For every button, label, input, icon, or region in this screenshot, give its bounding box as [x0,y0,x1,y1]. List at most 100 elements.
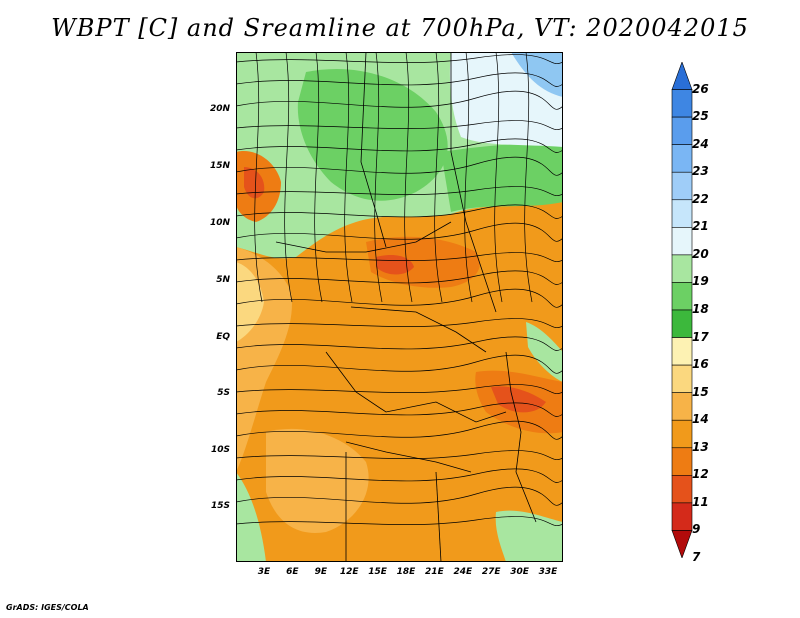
credit-text: GrADS: IGES/COLA [6,603,89,612]
country-borders [275,52,537,562]
streamline [404,52,413,303]
colorbar-label-24: 24 [692,136,709,151]
colorbar-swatch-14 [671,392,693,421]
streamline [236,486,563,506]
streamline [314,52,323,303]
streamline [236,270,563,285]
streamline [236,252,563,262]
colorbar-swatch-19 [671,254,693,283]
colorbar-swatch-20 [671,227,693,256]
colorbar-label-25: 25 [692,109,709,124]
lon-label-9e: 9E [314,567,327,577]
colorbar-swatch-16 [671,337,693,366]
border-line [350,306,487,353]
colorbar-label-15: 15 [692,384,709,399]
lon-label-18e: 18E [396,567,416,577]
lat-label-5s: 5S [217,388,230,398]
colorbar-swatch-7 [671,530,693,558]
lat-label-10n: 10N [209,218,230,228]
lat-label-15s: 15S [210,501,230,511]
lon-label-33e: 33E [538,567,558,577]
streamline [374,52,383,303]
streamline [236,354,563,374]
streamline [236,222,563,242]
streamline [464,52,473,303]
chart-title: WBPT [C] and Sreamline at 700hPa, VT: 20… [51,14,749,42]
streamline [236,204,563,219]
colorbar-label-12: 12 [692,467,709,482]
colorbar-label-16: 16 [692,357,709,372]
streamline [236,516,563,526]
streamline [236,288,563,308]
map-frame [236,52,563,562]
streamlines [236,52,563,526]
colorbar-label-14: 14 [692,412,709,427]
streamline [236,186,563,196]
field-blue [511,52,563,97]
streamline [236,450,563,460]
border-line [345,441,472,473]
colorbar-label-20: 20 [692,246,709,261]
field-green-east [441,143,563,212]
border-line [275,221,452,253]
field-se-green [495,510,563,562]
colorbar-label-13: 13 [692,439,709,454]
colorbar-label-21: 21 [692,219,709,234]
field-south-light-orange [266,428,369,533]
wbpt-field [236,52,563,562]
border-line [450,52,497,313]
colorbar-label-7: 7 [692,550,701,564]
lon-label-15e: 15E [368,567,387,577]
colorbar-label-9: 9 [692,522,701,537]
streamline [236,402,563,417]
streamline [236,138,563,153]
colorbar [671,62,693,558]
lat-label-5n: 5N [216,275,230,285]
streamline [494,52,503,303]
streamline [344,52,353,303]
colorbar-swatch-9 [671,502,693,531]
lon-label-30e: 30E [510,567,529,577]
streamline [236,120,563,130]
field-e-green [526,322,563,382]
lat-label-20n: 20N [209,104,230,114]
streamline [236,420,563,440]
colorbar-swatch-11 [671,475,693,504]
colorbar-swatch-25 [671,89,693,118]
lat-label-10s: 10S [210,445,230,455]
lon-label-27e: 27E [481,567,501,577]
streamline [236,156,563,176]
border-line [360,52,387,248]
colorbar-swatch-18 [671,282,693,311]
colorbar-swatch-13 [671,419,693,449]
colorbar-swatch-12 [671,447,693,476]
border-line [435,471,442,562]
colorbar-label-26: 26 [692,81,709,96]
lon-label-3e: 3E [257,567,271,577]
border-line [325,351,507,423]
colorbar-label-18: 18 [692,302,709,316]
colorbar-swatch-17 [671,309,693,338]
field-nw-red [244,167,265,199]
field-center-red [376,255,414,275]
colorbar-swatch-21 [671,199,693,228]
colorbar-swatch-24 [671,116,693,145]
lat-label-15n: 15N [209,161,230,171]
lon-label-12e: 12E [339,567,359,577]
streamline [236,54,563,64]
lon-label-6e: 6E [286,567,299,577]
map-panel [236,52,563,562]
lon-label-21e: 21E [425,567,444,577]
streamline [236,384,563,394]
colorbar-label-22: 22 [692,191,709,206]
streamline [236,468,563,483]
map-svg [236,52,563,562]
colorbar-swatch-15 [671,364,693,393]
streamline [524,52,533,303]
streamline [236,336,563,351]
border-line [505,351,537,523]
lat-label-eq: EQ [216,332,230,342]
streamline [236,318,563,328]
colorbar-swatch-26 [671,62,693,90]
lon-label-24e: 24E [453,567,473,577]
